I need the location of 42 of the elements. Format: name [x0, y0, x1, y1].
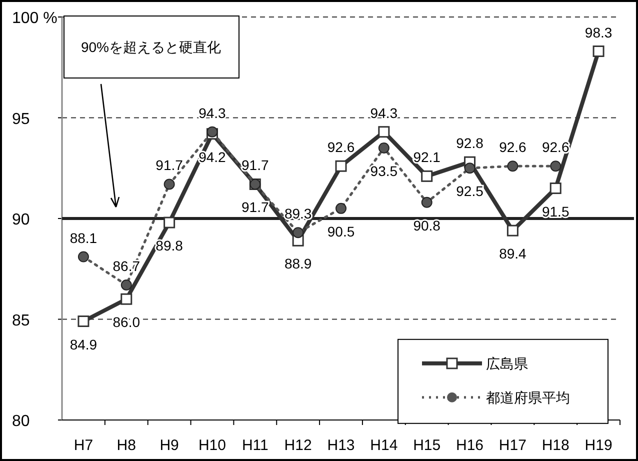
y-tick-label: 80	[12, 413, 30, 430]
data-label: 89.4	[499, 246, 527, 262]
x-tick-label: H15	[413, 437, 441, 454]
data-label: 98.3	[584, 24, 612, 40]
data-label: 90.8	[413, 217, 441, 234]
x-tick-label: H17	[498, 437, 526, 454]
y-tick-label: 90	[12, 212, 30, 228]
legend-label: 都道府県平均	[486, 389, 570, 406]
data-label: 93.5	[370, 162, 398, 179]
data-label: 88.1	[70, 230, 98, 246]
data-label: 92.5	[456, 183, 484, 200]
data-label: 86.0	[112, 314, 140, 330]
data-label: 91.5	[542, 203, 570, 220]
x-tick-label: H18	[542, 437, 570, 454]
data-label: 86.7	[112, 258, 140, 274]
x-tick-label: H7	[74, 437, 94, 454]
x-tick-label: H13	[327, 437, 355, 454]
data-label: 92.1	[413, 149, 441, 166]
data-label: 91.7	[156, 157, 184, 174]
legend-label: 広島県	[486, 355, 528, 372]
x-tick-label: H10	[198, 437, 226, 454]
x-tick-label: H14	[370, 437, 398, 454]
data-label: 91.7	[242, 157, 269, 174]
y-tick-label: 85	[12, 312, 30, 330]
x-tick-label: H16	[456, 437, 484, 454]
x-tick-label: H19	[584, 437, 612, 454]
x-tick-label: H8	[116, 437, 136, 454]
data-label: 88.9	[284, 256, 312, 272]
y-tick-label: 95	[12, 110, 30, 128]
data-label: 91.7	[242, 199, 269, 216]
data-label: 94.3	[198, 104, 226, 121]
y-tick-label: 100 %	[12, 10, 58, 27]
data-label: 92.6	[327, 139, 355, 156]
annotation: 90%を超えると硬直化	[80, 39, 222, 55]
data-label: 92.6	[499, 139, 527, 156]
data-label: 90.5	[327, 223, 355, 240]
data-label: 94.3	[370, 104, 398, 121]
data-label: 92.8	[456, 135, 484, 152]
x-tick-label: H11	[242, 437, 268, 454]
x-tick-label: H9	[160, 437, 179, 454]
x-tick-label: H12	[284, 437, 312, 454]
data-label: 84.9	[70, 336, 98, 352]
